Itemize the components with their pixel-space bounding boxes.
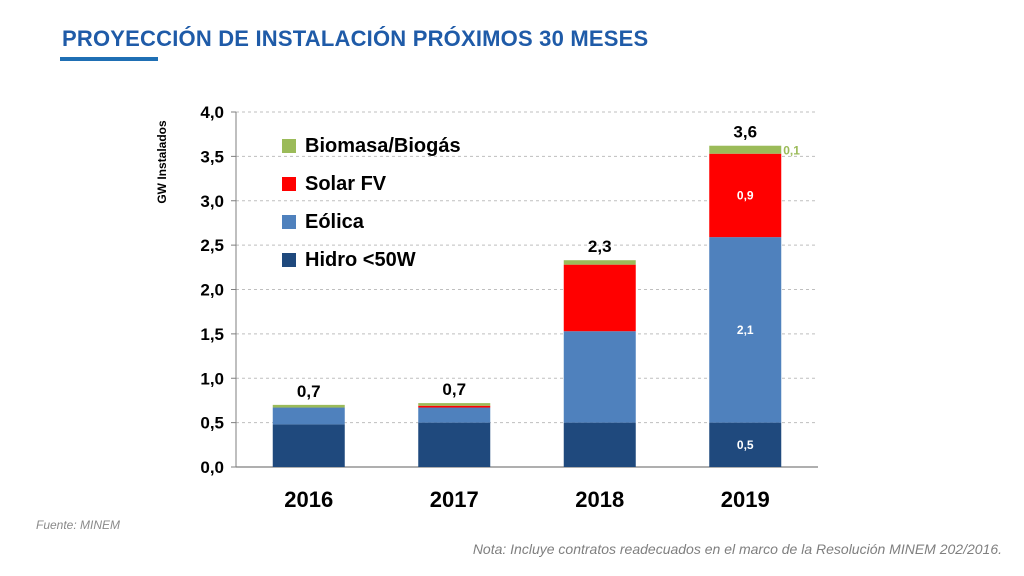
y-tick-label: 3,0 (200, 192, 224, 211)
bar-segment-solar-2017 (418, 405, 491, 408)
bar-segment-biomasa-2017 (418, 403, 491, 406)
page-title: PROYECCIÓN DE INSTALACIÓN PRÓXIMOS 30 ME… (62, 26, 649, 51)
title-underline (60, 57, 158, 61)
bar-total-label: 2,3 (588, 237, 612, 256)
x-tick-label: 2016 (284, 487, 333, 512)
legend-swatch (282, 253, 296, 267)
segment-label-hidro: 0,5 (737, 438, 754, 452)
bar-total-label: 0,7 (442, 380, 466, 399)
y-tick-label: 0,5 (200, 414, 224, 433)
segment-label-eolica: 2,1 (737, 323, 754, 337)
note-text: Nota: Incluye contratos readecuados en e… (472, 541, 1002, 557)
bar-segment-solar-2018 (563, 264, 636, 332)
legend-swatch (282, 215, 296, 229)
y-tick-label: 3,5 (200, 147, 224, 166)
bar-segment-solar-2019 (709, 153, 782, 238)
y-tick-label: 1,0 (200, 369, 224, 388)
y-axis-label: GW Instalados (155, 120, 169, 204)
legend-swatch (282, 177, 296, 191)
bar-segment-eolica-2019 (709, 237, 782, 423)
y-tick-label: 2,5 (200, 236, 224, 255)
source-text: Fuente: MINEM (36, 518, 121, 532)
y-tick-label: 4,0 (200, 103, 224, 122)
segment-label-solar: 0,9 (737, 188, 754, 202)
bar-total-label: 0,7 (297, 382, 321, 401)
bar-segment-eolica-2017 (418, 407, 491, 423)
legend-label: Solar FV (305, 173, 387, 195)
segment-label-biomasa: 0,1 (783, 144, 800, 158)
legend-label: Eólica (305, 211, 365, 233)
bar-segment-eolica-2016 (272, 407, 345, 425)
bar-segment-hidro-2018 (563, 422, 636, 467)
legend-label: Hidro <50W (305, 249, 416, 271)
bar-segment-biomasa-2019 (709, 145, 782, 154)
y-tick-label: 1,5 (200, 325, 224, 344)
bar-segment-hidro-2019 (709, 422, 782, 467)
y-tick-label: 2,0 (200, 281, 224, 300)
bar-segment-eolica-2018 (563, 331, 636, 423)
y-tick-label: 0,0 (200, 458, 224, 477)
bar-segment-hidro-2017 (418, 422, 491, 467)
bar-segment-hidro-2016 (272, 424, 345, 467)
legend-label: Biomasa/Biogás (305, 135, 461, 157)
legend-swatch (282, 139, 296, 153)
bar-segment-biomasa-2018 (563, 260, 636, 265)
x-tick-label: 2019 (721, 487, 770, 512)
x-tick-label: 2018 (575, 487, 624, 512)
x-tick-label: 2017 (430, 487, 479, 512)
bar-segment-biomasa-2016 (272, 404, 345, 408)
bar-total-label: 3,6 (733, 123, 757, 142)
